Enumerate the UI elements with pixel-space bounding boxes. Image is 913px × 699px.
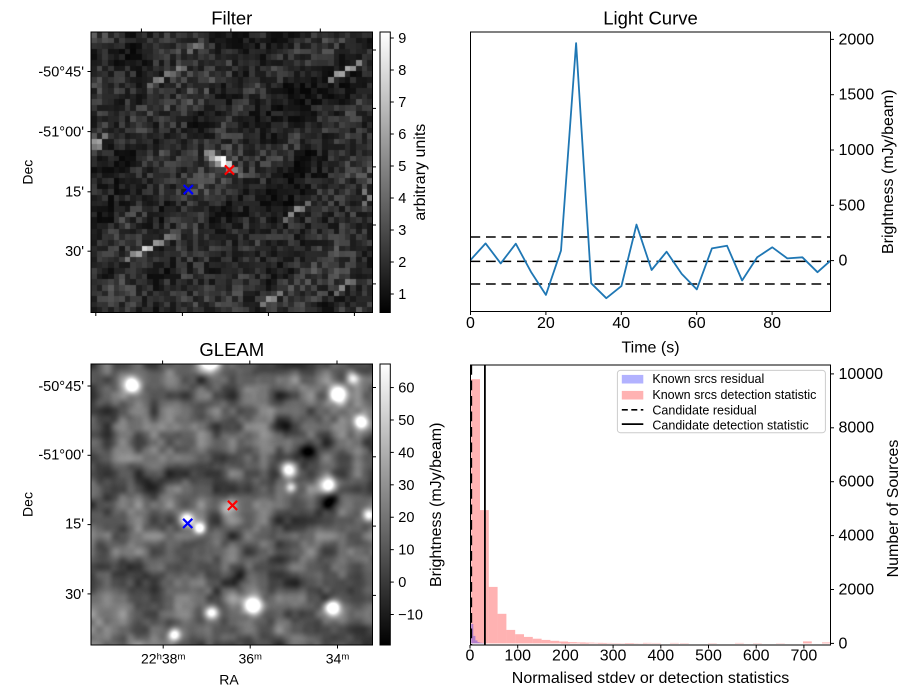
svg-text:200: 200 <box>552 648 579 665</box>
svg-text:1500: 1500 <box>839 87 875 104</box>
svg-text:5: 5 <box>398 159 406 175</box>
svg-text:700: 700 <box>791 648 818 665</box>
svg-text:2000: 2000 <box>839 582 875 599</box>
svg-text:-50°45': -50°45' <box>38 379 84 395</box>
svg-text:500: 500 <box>695 648 722 665</box>
svg-text:Normalised stdev or detection: Normalised stdev or detection statistics <box>512 670 789 687</box>
svg-text:6: 6 <box>398 127 406 143</box>
svg-text:9: 9 <box>398 31 406 47</box>
svg-text:Time (s): Time (s) <box>621 340 679 357</box>
svg-text:0: 0 <box>839 253 848 270</box>
svg-text:6000: 6000 <box>839 474 875 491</box>
svg-text:40: 40 <box>612 315 630 332</box>
svg-text:−10: −10 <box>398 608 423 624</box>
svg-text:4000: 4000 <box>839 527 875 544</box>
svg-text:10: 10 <box>398 543 414 559</box>
svg-text:Number of Sources: Number of Sources <box>885 440 902 578</box>
svg-text:Dec: Dec <box>20 492 36 517</box>
svg-text:Candidate detection statistic: Candidate detection statistic <box>652 419 808 433</box>
svg-text:10000: 10000 <box>839 366 884 383</box>
svg-text:40: 40 <box>398 445 414 461</box>
svg-text:Known srcs residual: Known srcs residual <box>652 372 764 386</box>
svg-text:1000: 1000 <box>839 142 875 159</box>
svg-text:400: 400 <box>647 648 674 665</box>
svg-text:GLEAM: GLEAM <box>199 339 264 360</box>
svg-text:0: 0 <box>466 315 475 332</box>
svg-text:30': 30' <box>65 244 84 260</box>
svg-text:0: 0 <box>466 648 475 665</box>
svg-text:30': 30' <box>65 587 84 603</box>
svg-text:8: 8 <box>398 63 406 79</box>
svg-text:RA: RA <box>219 672 239 688</box>
svg-text:2: 2 <box>398 255 406 271</box>
svg-text:15': 15' <box>65 185 84 201</box>
svg-text:20: 20 <box>398 510 414 526</box>
svg-text:8000: 8000 <box>839 420 875 437</box>
svg-text:7: 7 <box>398 95 406 111</box>
svg-text:36m: 36m <box>238 651 262 667</box>
svg-text:Brightness (mJy/beam): Brightness (mJy/beam) <box>880 90 897 255</box>
svg-text:300: 300 <box>600 648 627 665</box>
svg-text:Candidate residual: Candidate residual <box>652 404 756 418</box>
svg-text:Known srcs detection statistic: Known srcs detection statistic <box>652 388 816 402</box>
svg-text:80: 80 <box>763 315 781 332</box>
svg-text:500: 500 <box>839 197 866 214</box>
svg-text:15': 15' <box>65 517 84 533</box>
svg-text:0: 0 <box>398 575 406 591</box>
svg-text:30: 30 <box>398 478 414 494</box>
svg-text:Dec: Dec <box>20 160 36 185</box>
svg-text:0: 0 <box>839 635 848 652</box>
svg-text:100: 100 <box>504 648 531 665</box>
svg-text:Brightness (mJy/beam): Brightness (mJy/beam) <box>428 423 445 588</box>
svg-text:2000: 2000 <box>839 31 875 48</box>
svg-text:4: 4 <box>398 191 406 207</box>
svg-text:Light Curve: Light Curve <box>603 8 698 29</box>
svg-text:1: 1 <box>398 287 406 303</box>
svg-text:-51°00': -51°00' <box>38 124 84 140</box>
svg-text:3: 3 <box>398 223 406 239</box>
svg-text:Filter: Filter <box>211 8 252 29</box>
svg-text:34m: 34m <box>326 651 350 667</box>
svg-text:-51°00': -51°00' <box>38 447 84 463</box>
svg-text:600: 600 <box>743 648 770 665</box>
svg-text:arbitrary units: arbitrary units <box>412 124 429 221</box>
svg-text:50: 50 <box>398 413 414 429</box>
svg-text:22h38m: 22h38m <box>141 651 185 667</box>
svg-text:20: 20 <box>537 315 555 332</box>
svg-text:60: 60 <box>688 315 706 332</box>
svg-text:60: 60 <box>398 381 414 397</box>
svg-text:-50°45': -50°45' <box>38 64 84 80</box>
